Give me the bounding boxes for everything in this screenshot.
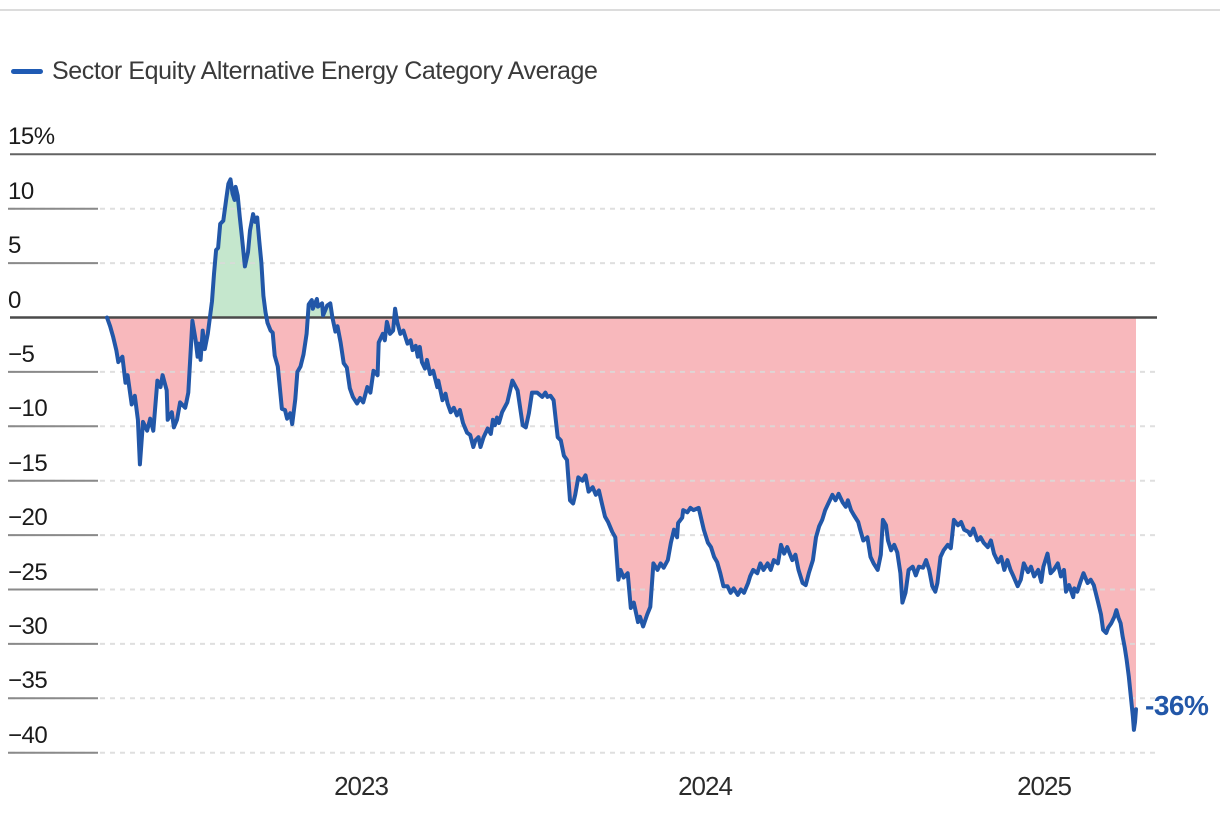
y-axis-label: 10 xyxy=(8,178,34,205)
y-axis-label: −15 xyxy=(8,450,48,477)
y-axis-label: −5 xyxy=(8,341,35,368)
legend-label: Sector Equity Alternative Energy Categor… xyxy=(52,56,598,85)
x-axis-label: 2024 xyxy=(678,771,733,801)
x-axis-label: 2023 xyxy=(334,771,389,801)
y-axis-label: 5 xyxy=(8,232,21,259)
page-top-border xyxy=(0,9,1220,11)
series-line xyxy=(105,177,1138,732)
gridlines xyxy=(8,153,1157,754)
legend-line-swatch xyxy=(11,68,43,74)
y-axis-label: −25 xyxy=(8,559,48,586)
y-axis-label: 0 xyxy=(8,287,21,314)
y-axis-label: −10 xyxy=(8,395,48,422)
x-axis-label: 2025 xyxy=(1017,771,1072,801)
y-axis-label: 15% xyxy=(8,123,55,150)
y-axis-label: −20 xyxy=(8,504,48,531)
legend: Sector Equity Alternative Energy Categor… xyxy=(11,56,598,86)
last-value-annotation: -36% xyxy=(1145,690,1209,721)
negative-area-fill xyxy=(107,317,1136,730)
y-axis-label: −40 xyxy=(8,722,48,749)
y-axis-label: −30 xyxy=(8,613,48,640)
y-axis-label: −35 xyxy=(8,667,48,694)
